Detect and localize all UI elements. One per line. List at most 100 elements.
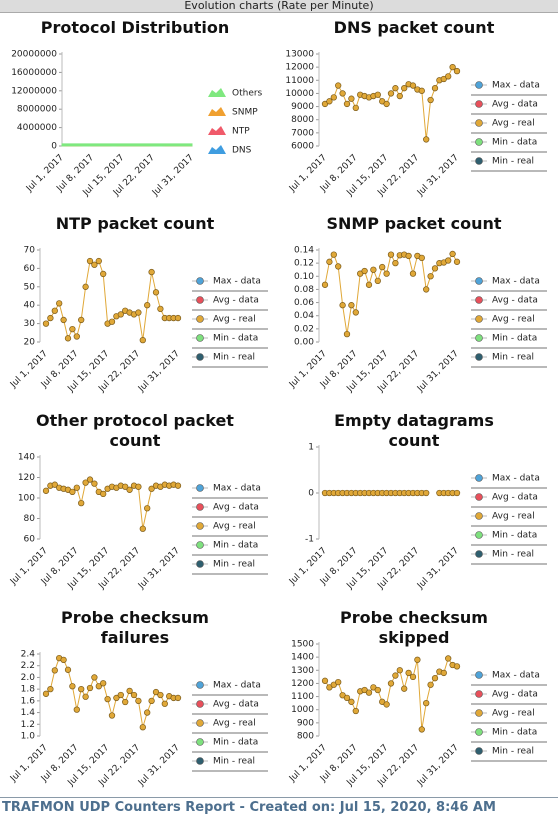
point bbox=[95, 683, 102, 690]
legend-label: Min - data bbox=[213, 334, 258, 344]
point bbox=[78, 316, 85, 324]
point bbox=[130, 691, 138, 699]
legend-marker bbox=[475, 474, 483, 482]
y-tick-label: -1 bbox=[305, 535, 314, 545]
legend-marker bbox=[196, 719, 204, 727]
y-tick-label: 0.14 bbox=[294, 246, 314, 256]
point bbox=[361, 267, 368, 275]
point bbox=[348, 95, 355, 102]
point bbox=[69, 488, 76, 496]
y-tick-label: 1 bbox=[308, 443, 314, 453]
point bbox=[108, 712, 116, 719]
y-tick-label: 1.2 bbox=[21, 720, 35, 730]
point bbox=[100, 270, 107, 278]
legend-label: Avg - data bbox=[492, 493, 538, 503]
legend-label: Max - data bbox=[492, 671, 540, 681]
y-tick-label: 12000 bbox=[285, 63, 314, 73]
legend-label: Min - real bbox=[492, 747, 534, 757]
x-tick-label: Jul 31, 2017 bbox=[415, 153, 461, 199]
legend-marker bbox=[475, 277, 483, 285]
legend-marker bbox=[196, 334, 204, 342]
y-tick-label: 20000000 bbox=[11, 50, 57, 60]
legend-label: Avg - real bbox=[213, 522, 256, 532]
point bbox=[326, 98, 333, 105]
point bbox=[414, 656, 421, 663]
chart-title: Other protocol packet count bbox=[36, 411, 234, 450]
point bbox=[148, 485, 155, 492]
point bbox=[100, 490, 107, 498]
point bbox=[405, 669, 412, 677]
point bbox=[352, 104, 359, 112]
legend-label: Min - data bbox=[492, 334, 537, 344]
point bbox=[449, 250, 456, 258]
point bbox=[139, 724, 146, 731]
y-tick-label: 0.08 bbox=[294, 285, 314, 295]
point bbox=[135, 309, 142, 316]
legend-label: Min - data bbox=[213, 738, 258, 748]
point bbox=[418, 254, 425, 262]
x-tick-label: Jul 31, 2017 bbox=[136, 546, 182, 592]
point bbox=[42, 690, 50, 697]
point bbox=[423, 489, 430, 497]
legend-marker bbox=[196, 681, 204, 689]
point bbox=[139, 525, 146, 532]
point bbox=[56, 300, 63, 307]
line bbox=[45, 260, 178, 341]
legend-label: Avg - real bbox=[492, 709, 535, 719]
y-tick-label: 1100 bbox=[291, 692, 314, 702]
legend-marker bbox=[208, 88, 226, 97]
point bbox=[47, 314, 54, 322]
point bbox=[86, 684, 94, 692]
point bbox=[91, 480, 98, 487]
point bbox=[144, 505, 151, 512]
point bbox=[69, 683, 76, 690]
legend-label: Avg - data bbox=[213, 503, 259, 513]
point bbox=[348, 698, 355, 705]
point bbox=[122, 698, 129, 706]
legend-marker bbox=[196, 757, 204, 765]
chart-title: Empty datagrams count bbox=[334, 411, 494, 450]
y-tick-label: 0 bbox=[308, 489, 314, 499]
y-tick-label: 2.4 bbox=[21, 650, 36, 660]
point bbox=[117, 311, 124, 318]
y-tick-label: 0 bbox=[51, 142, 57, 152]
x-tick-label: Jul 31, 2017 bbox=[415, 743, 461, 789]
point bbox=[108, 318, 116, 325]
y-tick-label: 50 bbox=[24, 282, 36, 292]
point bbox=[47, 685, 54, 693]
point bbox=[60, 656, 67, 664]
point bbox=[352, 707, 359, 715]
point bbox=[91, 261, 98, 268]
point bbox=[321, 677, 329, 684]
y-tick-label: 0.02 bbox=[294, 324, 314, 334]
legend-label: Max - data bbox=[492, 81, 540, 91]
header: Evolution charts (Rate per Minute) bbox=[0, 0, 558, 13]
legend-marker bbox=[196, 738, 204, 746]
point bbox=[343, 100, 351, 108]
legend-label: Avg - data bbox=[213, 700, 259, 710]
point bbox=[126, 687, 133, 695]
point bbox=[401, 685, 408, 692]
legend-marker bbox=[196, 700, 204, 708]
legend-label: Avg - data bbox=[492, 296, 538, 306]
y-tick-label: 80 bbox=[24, 514, 36, 524]
point bbox=[51, 307, 58, 314]
point bbox=[387, 90, 395, 97]
legend-label: Avg - data bbox=[213, 296, 259, 306]
point bbox=[453, 258, 461, 265]
point bbox=[387, 251, 395, 258]
area bbox=[61, 143, 193, 147]
point bbox=[392, 85, 399, 92]
point bbox=[392, 672, 399, 679]
point bbox=[392, 259, 399, 267]
point bbox=[144, 302, 151, 309]
legend-label: Max - data bbox=[492, 474, 540, 484]
y-tick-label: 0.04 bbox=[294, 311, 314, 321]
point bbox=[383, 100, 390, 108]
point bbox=[139, 337, 146, 344]
legend-marker bbox=[475, 728, 483, 736]
point bbox=[86, 476, 94, 483]
chart-title: Probe checksum skipped bbox=[340, 608, 488, 647]
point bbox=[365, 689, 373, 696]
